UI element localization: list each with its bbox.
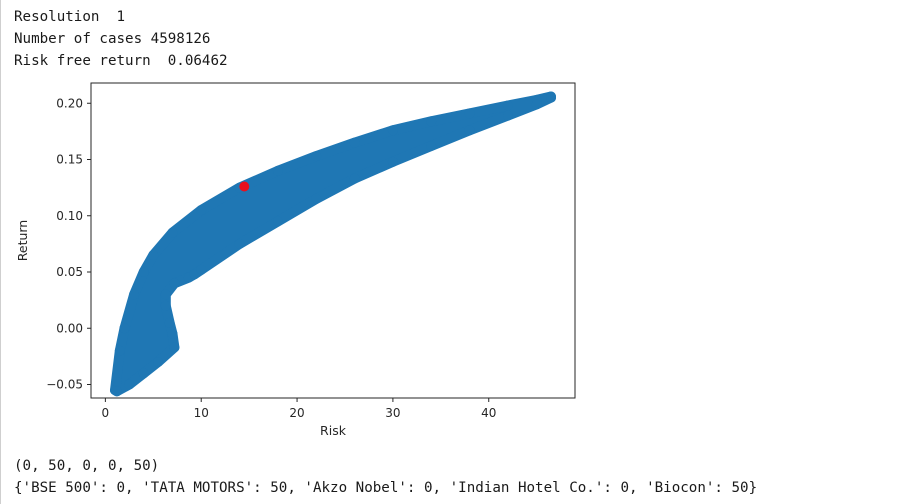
scatter-point — [196, 264, 207, 275]
scatter-point — [138, 267, 149, 277]
x-tick-label: 40 — [481, 406, 496, 420]
axes-frame — [90, 82, 576, 399]
y-tick-label: 0.10 — [56, 209, 83, 223]
scatter-point — [138, 368, 149, 379]
scatter-point — [272, 165, 283, 176]
scatter-point — [167, 227, 178, 238]
scatter-point — [387, 156, 398, 167]
scatter-point — [464, 108, 475, 119]
scatter-point — [129, 289, 140, 300]
scatter-point — [160, 289, 171, 300]
scatter-point — [169, 342, 180, 353]
x-tick-label: 0 — [102, 406, 110, 420]
y-axis-label: Return — [15, 220, 30, 261]
scatter-point — [234, 238, 245, 249]
scatter-point — [153, 357, 164, 367]
output-line-risk-free: Risk free return 0.06462 — [14, 53, 228, 69]
y-tick-label: −0.05 — [46, 378, 83, 392]
scatter-point — [124, 379, 135, 390]
output-line-dict: {'BSE 500': 0, 'TATA MOTORS': 50, 'Akzo … — [14, 480, 758, 496]
scatter-point — [114, 345, 125, 356]
output-line-cases: Number of cases 4598126 — [14, 31, 211, 47]
optimal-portfolio-point — [239, 181, 250, 192]
scatter-point — [311, 151, 322, 162]
y-tick-label: 0.00 — [56, 321, 83, 335]
scatter-point — [531, 99, 542, 110]
scatter-point — [387, 125, 398, 136]
scatter-point — [349, 137, 360, 148]
scatter-point — [546, 92, 556, 103]
scatter-point — [160, 300, 171, 311]
scatter-point — [349, 173, 360, 184]
scatter-point — [164, 317, 175, 328]
output-border — [0, 0, 1, 504]
scatter-point — [502, 100, 513, 111]
x-tick-label: 20 — [289, 406, 304, 420]
output-line-tuple: (0, 50, 0, 0, 50) — [14, 458, 160, 474]
scatter-point — [169, 278, 180, 289]
scatter-point — [464, 125, 475, 136]
y-tick-label: 0.15 — [56, 153, 83, 167]
x-axis-label: Risk — [320, 423, 347, 438]
y-tick-label: 0.20 — [56, 96, 83, 110]
scatter-point — [311, 193, 322, 204]
portfolio-cloud — [110, 91, 556, 397]
scatter-point — [426, 116, 437, 127]
x-tick-label: 10 — [194, 406, 209, 420]
scatter-point — [196, 205, 207, 216]
scatter-point — [502, 110, 513, 121]
scatter-point — [119, 323, 130, 334]
x-tick-label: 30 — [385, 406, 400, 420]
output-line-resolution: Resolution 1 — [14, 9, 126, 25]
scatter-point — [426, 141, 437, 151]
scatter-point — [148, 250, 159, 261]
y-tick-label: 0.05 — [56, 265, 83, 279]
scatter-point — [272, 216, 283, 227]
scatter-point — [167, 328, 178, 339]
scatter-point — [111, 386, 122, 397]
